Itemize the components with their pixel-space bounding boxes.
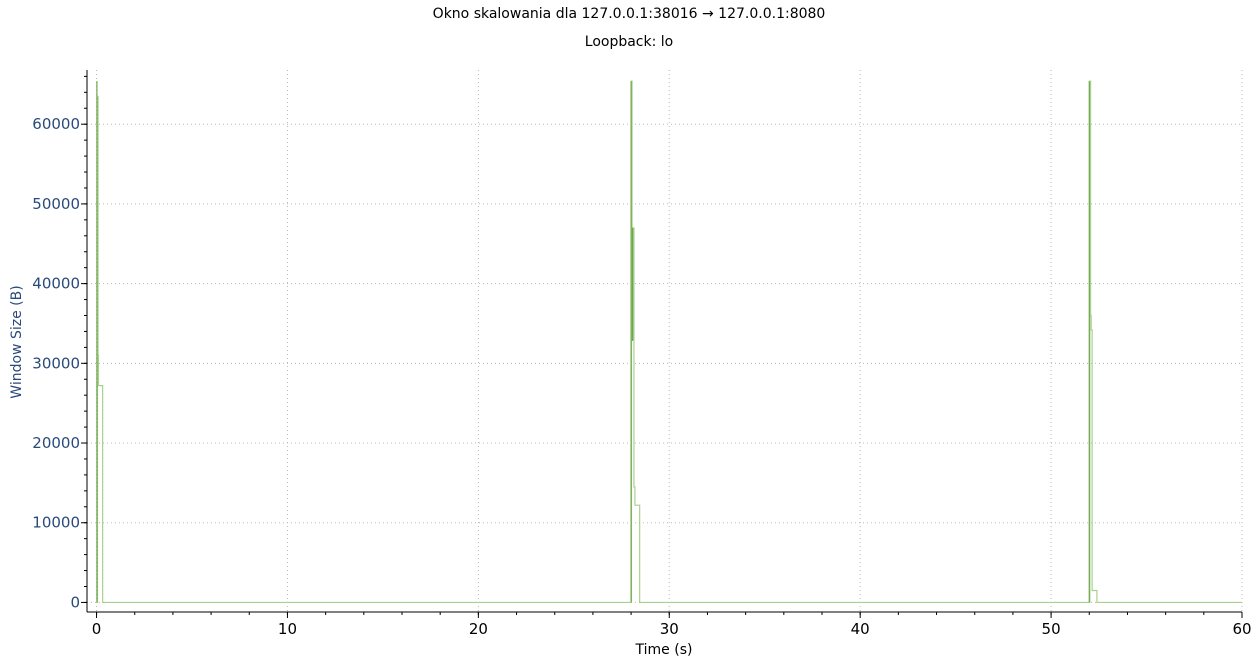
series-line-0 — [96, 80, 1242, 604]
x-tick-label: 40 — [851, 620, 870, 638]
y-tick-label: 50000 — [32, 195, 80, 213]
x-tick-label: 50 — [1042, 620, 1061, 638]
x-tick-label: 20 — [469, 620, 488, 638]
x-tick-label: 10 — [278, 620, 297, 638]
x-tick-label: 0 — [92, 620, 102, 638]
y-tick-label: 40000 — [32, 275, 80, 293]
axis-layer: 0 10 20 30 40 50 60 0 10000 20000 30000 40000 50000 6… — [32, 70, 1252, 638]
series-layer — [96, 80, 1242, 604]
x-tick-label: 60 — [1232, 620, 1251, 638]
grid-layer — [87, 70, 1243, 612]
y-tick-label: 30000 — [32, 354, 80, 372]
y-tick-label: 20000 — [32, 434, 80, 452]
y-tick-label: 10000 — [32, 514, 80, 532]
chart-title: Okno skalowania dla 127.0.0.1:38016 → 12… — [433, 6, 826, 22]
x-tick-label: 30 — [660, 620, 679, 638]
y-axis-label: Window Size (B) — [9, 285, 25, 398]
x-axis-label: Time (s) — [635, 642, 693, 658]
chart-subtitle: Loopback: lo — [585, 34, 673, 50]
y-tick-label: 0 — [70, 593, 80, 611]
y-tick-label: 60000 — [32, 115, 80, 133]
